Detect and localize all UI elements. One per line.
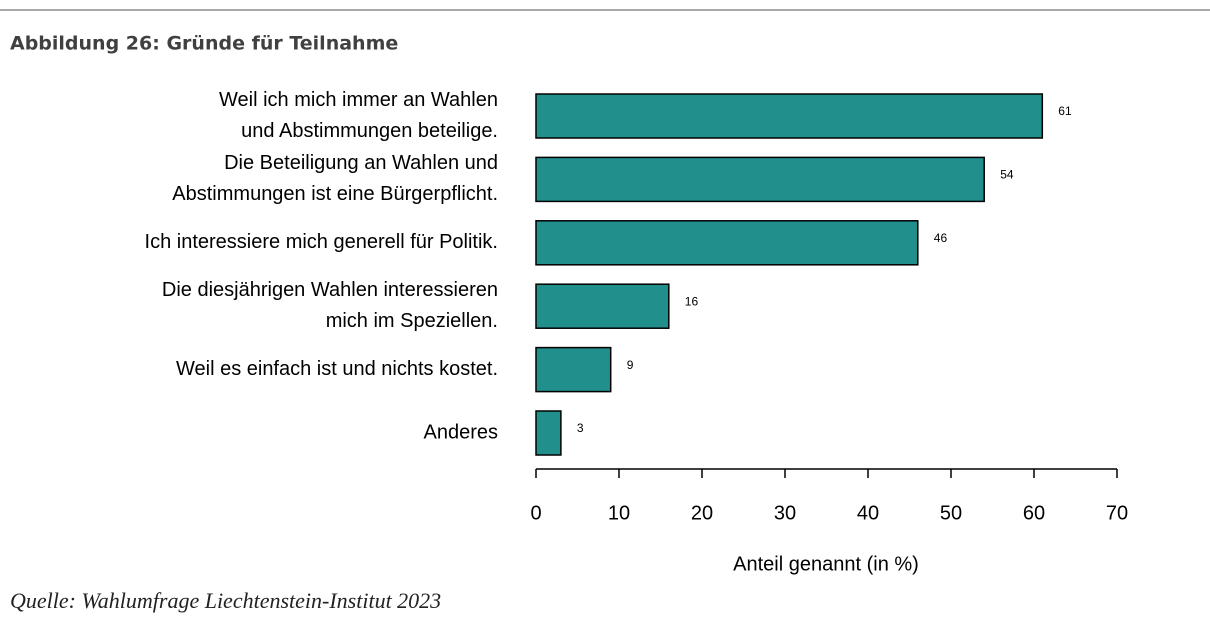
value-label: 3 — [577, 421, 584, 435]
x-tick-label: 60 — [1023, 502, 1045, 524]
source: Quelle: Wahlumfrage Liechtenstein-Instit… — [10, 588, 441, 613]
value-label: 61 — [1058, 104, 1072, 118]
x-tick-label: 30 — [774, 502, 796, 524]
bar — [535, 283, 670, 329]
value-label: 9 — [627, 358, 634, 372]
x-tick-label: 40 — [857, 502, 879, 524]
value-label: 16 — [685, 294, 699, 308]
x-tick-label: 10 — [608, 502, 630, 524]
bar — [535, 156, 985, 203]
bar — [535, 346, 612, 393]
y-tick-label: Weil ich mich immer an Wahlen — [219, 89, 498, 111]
y-tick-label: und Abstimmungen beteilige. — [241, 120, 498, 142]
y-tick-label: Ich interessiere mich generell für Polit… — [145, 231, 498, 253]
value-label: 54 — [1000, 168, 1014, 182]
y-tick-label: Die Beteiligung an Wahlen und — [224, 152, 498, 174]
y-tick-label: Abstimmungen ist eine Bürgerpflicht. — [172, 183, 498, 205]
chart-title: Abbildung 26: Gründe für Teilnahme — [10, 33, 398, 55]
y-tick-label: Weil es einfach ist und nichts kostet. — [176, 358, 498, 380]
x-axis-label: Anteil genannt (in %) — [733, 553, 919, 575]
bar — [535, 220, 919, 266]
x-tick-label: 50 — [940, 502, 962, 524]
x-tick-label: 20 — [691, 502, 713, 524]
bar — [535, 410, 562, 456]
x-tick-label: 70 — [1106, 502, 1128, 524]
y-tick-label: Die diesjährigen Wahlen interessieren — [162, 279, 498, 301]
x-tick-label: 0 — [530, 502, 541, 524]
y-tick-label: Anderes — [424, 421, 499, 443]
value-label: 46 — [934, 231, 948, 245]
y-tick-label: mich im Speziellen. — [326, 310, 498, 332]
bar — [535, 93, 1044, 139]
